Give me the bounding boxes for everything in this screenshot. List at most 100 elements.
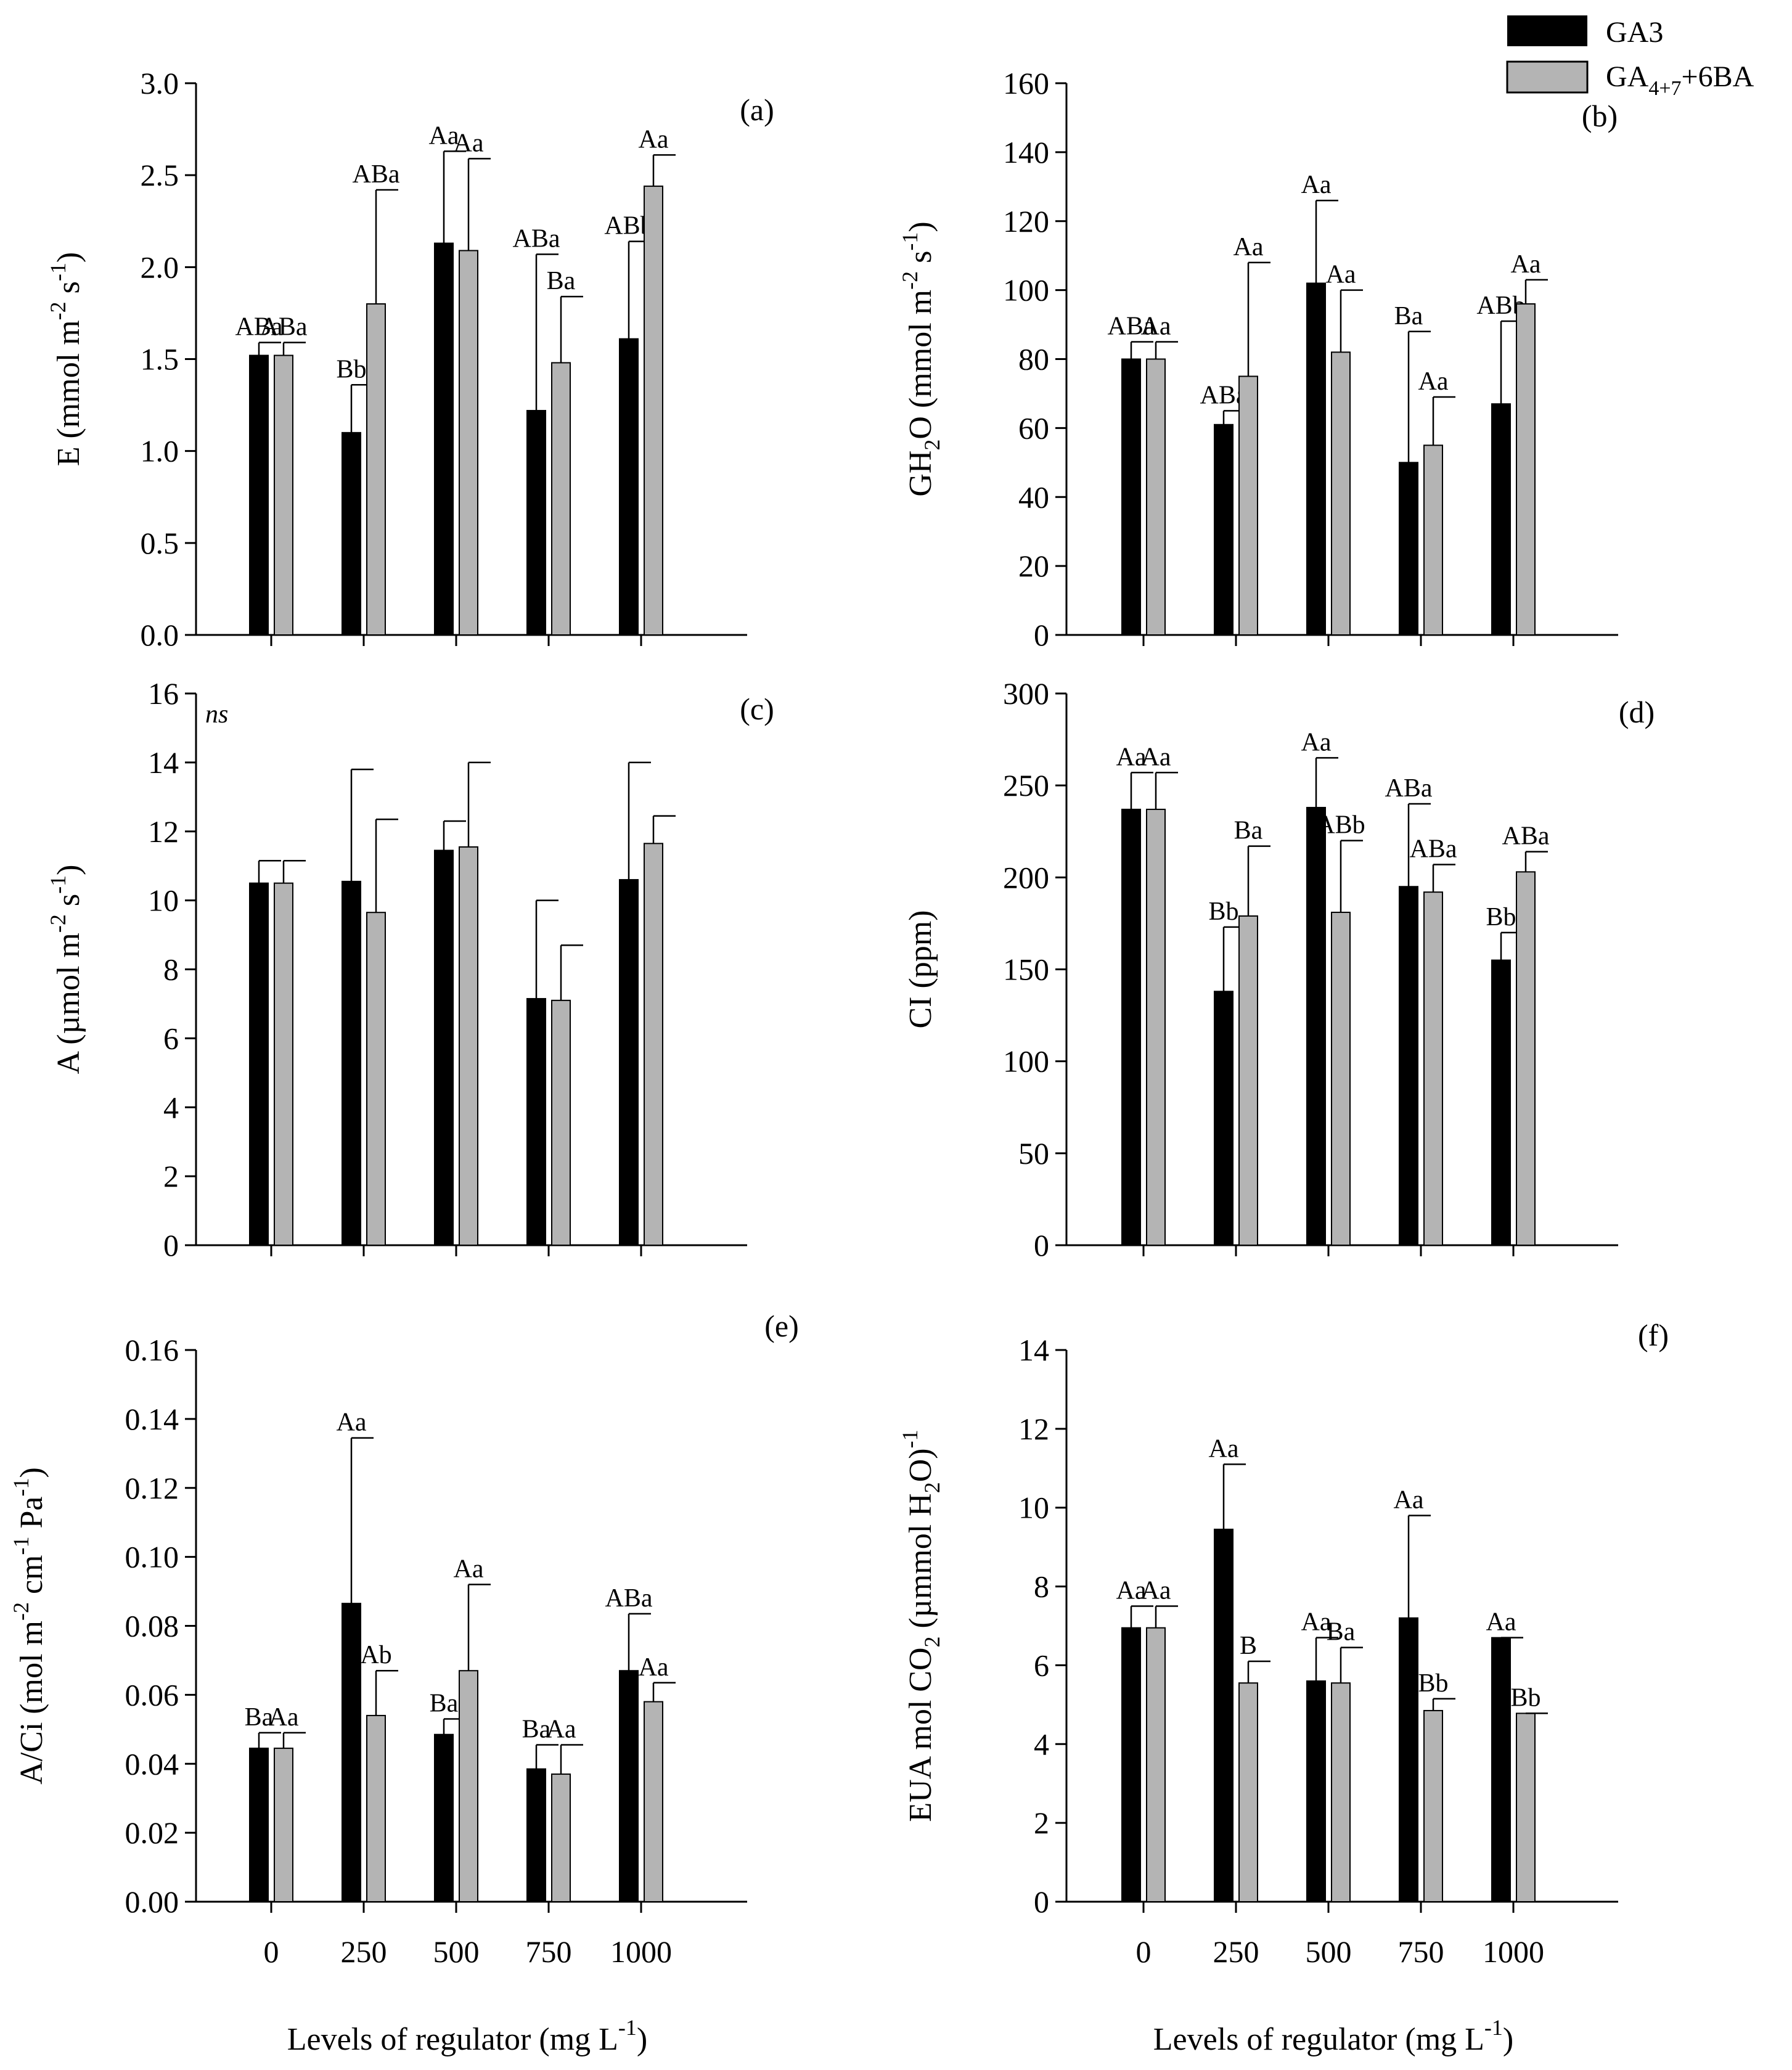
y-tick-label: 20	[1018, 549, 1049, 583]
x-tick-label: 250	[1213, 1934, 1259, 1969]
significance-label: Ba	[522, 1715, 551, 1743]
bar-ga3	[1214, 423, 1234, 636]
y-tick-label: 14	[1018, 1333, 1049, 1367]
panel-letter: (f)	[1638, 1318, 1669, 1352]
significance-label: Bb	[336, 355, 366, 383]
significance-label: Bb	[1208, 898, 1238, 926]
significance-label: Aa	[1301, 728, 1332, 756]
y-tick-label: 300	[1003, 676, 1049, 711]
legend-label-ga3: GA3	[1606, 16, 1663, 49]
significance-note: ns	[205, 700, 228, 729]
y-axis-title-part: 2	[920, 1482, 944, 1493]
bar-ga47-6ba	[459, 250, 478, 636]
y-tick-label: 140	[1003, 135, 1049, 170]
bar-ga47-6ba	[274, 1748, 293, 1902]
significance-label: Ba	[1394, 302, 1423, 330]
bar-ga3	[1306, 1680, 1326, 1902]
y-tick-label: 0.16	[125, 1333, 179, 1367]
bar-ga3	[526, 998, 546, 1246]
significance-label: Ba	[1327, 1618, 1356, 1647]
significance-label: Aa	[639, 1653, 669, 1682]
significance-label: ABa	[1385, 774, 1433, 803]
y-axis-title: A (µmol m-2 s-1)	[46, 865, 86, 1074]
significance-label: Aa	[1301, 171, 1332, 199]
y-tick-label: 0	[163, 1228, 179, 1262]
panel-c: 0 2 4 6 8 10 12 14 16 (c) ns A (µmol m-2 s-1)	[46, 676, 774, 1262]
y-axis-title-part: )	[903, 221, 938, 232]
legend: GA3 GA4+7+6BA	[1506, 15, 1754, 100]
bar-ga47-6ba	[1331, 1682, 1351, 1903]
y-axis-title-part: 2	[920, 1636, 944, 1647]
y-tick-label: 100	[1003, 1044, 1049, 1079]
significance-label: ABa	[605, 1584, 653, 1613]
y-tick-label: 10	[1018, 1491, 1049, 1525]
bar-ga3	[1491, 403, 1511, 636]
y-tick-label: 6	[1034, 1648, 1049, 1682]
y-axis-title-part: cm	[14, 1555, 49, 1603]
y-tick-label: 12	[148, 814, 179, 849]
y-axis-title: GH2O (mmol m-2 s-1)	[898, 221, 944, 496]
y-tick-label: 100	[1003, 273, 1049, 308]
x-tick-label: 250	[341, 1934, 387, 1969]
bar-ga3	[1214, 1528, 1234, 1902]
y-axis-title-part: A/Ci (mol m	[14, 1621, 49, 1785]
y-tick-label: 40	[1018, 480, 1049, 514]
y-axis-title-part: (µmmol H	[903, 1493, 938, 1636]
y-tick-label: 16	[148, 676, 179, 711]
y-tick-label: 0	[1034, 1228, 1049, 1262]
bar-ga3	[1121, 808, 1141, 1246]
bar-ga3	[619, 879, 639, 1246]
y-axis-title: A/Ci (mol m-2 cm-1 Pa-1)	[9, 1467, 49, 1785]
significance-label: Aa	[1486, 1608, 1516, 1637]
x-tick-label: 500	[433, 1934, 480, 1969]
bar-ga47-6ba	[1516, 871, 1536, 1246]
legend-swatch-ga47-6ba	[1506, 60, 1589, 94]
significance-label: ABa	[260, 313, 308, 342]
bar-ga47-6ba	[1146, 808, 1166, 1246]
y-tick-label: 0.08	[125, 1609, 179, 1643]
y-axis-title-part: -2	[46, 301, 70, 320]
y-axis-title-part: -2	[46, 914, 70, 933]
bar-ga3	[249, 354, 269, 636]
y-tick-label: 0	[1034, 618, 1049, 652]
y-axis-title-part: s	[51, 281, 86, 301]
y-tick-label: 60	[1018, 411, 1049, 445]
y-axis-title-part: -1	[46, 263, 70, 281]
significance-label: ABa	[1502, 822, 1550, 851]
bar-ga47-6ba	[1423, 891, 1443, 1246]
bar-ga3	[1214, 991, 1234, 1246]
bar-ga3	[1399, 1617, 1418, 1903]
y-tick-label: 0	[1034, 1884, 1049, 1919]
y-tick-label: 0.04	[125, 1746, 179, 1781]
y-axis-title-part: 2	[920, 440, 944, 451]
significance-label: Aa	[1116, 743, 1147, 771]
y-axis-title-part: O (mmol m	[903, 290, 938, 440]
y-tick-label: 120	[1003, 204, 1049, 239]
y-tick-label: 10	[148, 883, 179, 918]
bar-ga3	[1306, 806, 1326, 1246]
y-tick-label: 150	[1003, 952, 1049, 987]
significance-label: Ba	[245, 1703, 274, 1732]
y-tick-label: 80	[1018, 342, 1049, 377]
bar-ga47-6ba	[1238, 1682, 1258, 1903]
x-tick-label: 0	[1136, 1934, 1152, 1969]
y-axis-title-part: -1	[898, 232, 922, 251]
bar-ga47-6ba	[459, 1670, 478, 1902]
significance-label: B	[1240, 1632, 1257, 1660]
y-axis-title-part: s	[51, 894, 86, 914]
y-tick-label: 2.5	[141, 158, 179, 192]
bar-ga47-6ba	[1331, 912, 1351, 1246]
bar-ga47-6ba	[459, 846, 478, 1246]
significance-label: Aa	[1141, 743, 1171, 771]
y-axis-title-part: )	[51, 252, 86, 263]
bar-ga47-6ba	[1238, 375, 1258, 636]
y-axis-title-part: -2	[898, 271, 922, 290]
bar-ga3	[1491, 1637, 1511, 1902]
y-tick-label: 2	[163, 1159, 179, 1193]
significance-label: Aa	[1209, 1434, 1239, 1463]
y-tick-label: 0.10	[125, 1540, 179, 1574]
y-axis-title-part: A (µmol m	[51, 933, 86, 1074]
